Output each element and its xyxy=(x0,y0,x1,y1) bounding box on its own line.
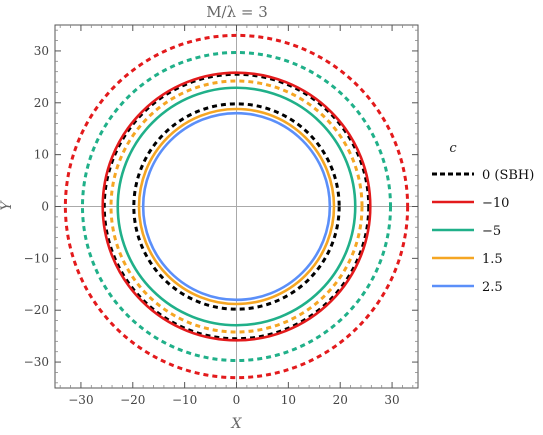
legend-label: 0 (SBH) xyxy=(482,168,534,183)
x-tick-label: −10 xyxy=(172,393,197,407)
series-circle-1 xyxy=(102,72,371,341)
series-circle-5 xyxy=(80,50,393,363)
legend-label: −10 xyxy=(482,196,509,211)
series-circle-6 xyxy=(137,107,336,306)
y-tick-label: 30 xyxy=(34,44,49,58)
y-tick-label: 20 xyxy=(34,96,49,110)
y-axis-title: Y xyxy=(0,200,15,211)
y-tick-label: −30 xyxy=(24,355,49,369)
series-circle-4 xyxy=(116,86,357,327)
x-axis-title: X xyxy=(231,416,243,432)
series-circle-7 xyxy=(109,79,364,334)
series-circle-0 xyxy=(132,102,341,311)
x-tick-label: 30 xyxy=(384,393,399,407)
y-tick-label: −20 xyxy=(24,303,49,317)
chart-title: M/λ = 3 xyxy=(206,3,268,21)
y-tick-label: 0 xyxy=(41,200,49,214)
legend-label: 2.5 xyxy=(482,280,503,295)
legend-label: 1.5 xyxy=(482,252,503,267)
x-tick-label: −20 xyxy=(120,393,145,407)
legend-label: −5 xyxy=(482,224,501,239)
series-circle-8 xyxy=(141,111,332,302)
y-tick-label: 10 xyxy=(34,148,49,162)
x-tick-label: 20 xyxy=(333,393,348,407)
x-tick-label: 0 xyxy=(233,393,241,407)
series-group xyxy=(63,33,410,380)
legend: c 0 (SBH) −10 −5 1.5 2.5 xyxy=(432,141,534,295)
series-circle-2 xyxy=(101,71,372,342)
x-tick-label: 10 xyxy=(281,393,296,407)
legend-title: c xyxy=(449,141,457,156)
series-circle-3 xyxy=(63,33,410,380)
x-tick-label: −30 xyxy=(68,393,93,407)
y-tick-label: −10 xyxy=(24,251,49,265)
axis-ticks: −30 −20 −10 0 10 20 30 −30 −20 −10 0 10 20 30 xyxy=(24,25,418,407)
